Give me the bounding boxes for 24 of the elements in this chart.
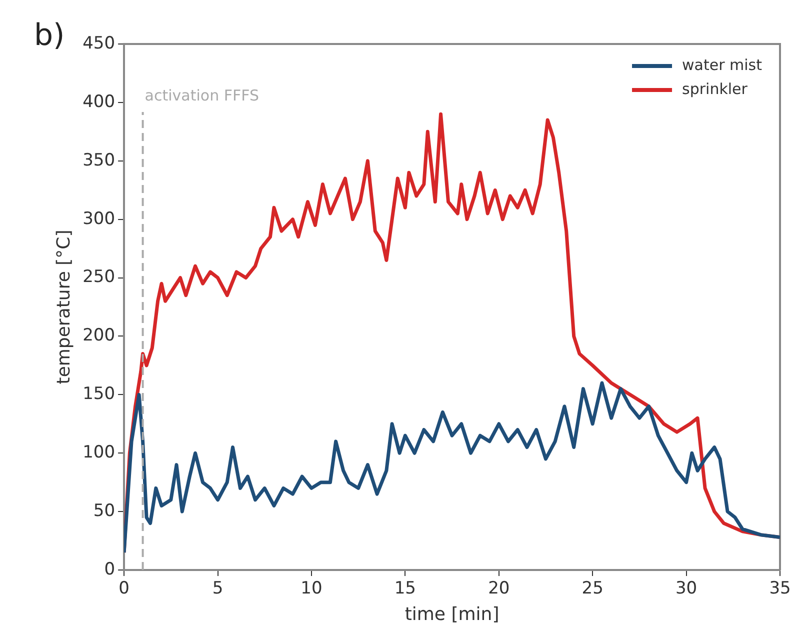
text: b) <box>34 18 65 53</box>
y-tick-label: 150 <box>82 384 116 404</box>
y-tick-label: 300 <box>82 208 116 229</box>
ref-line-label: activation FFFS <box>144 86 259 104</box>
x-axis-title: time [min] <box>404 604 500 625</box>
x-tick-label: 10 <box>300 578 322 599</box>
x-tick-label: 20 <box>488 578 510 599</box>
y-tick-label: 200 <box>82 326 116 346</box>
x-tick-label: 30 <box>675 578 698 599</box>
y-tick-label: 400 <box>82 92 116 112</box>
y-axis-title: temperature [°C] <box>53 230 74 384</box>
legend-label: sprinkler <box>682 80 748 98</box>
x-tick-label: 35 <box>769 578 791 599</box>
x-tick-label: 25 <box>582 578 604 599</box>
y-tick-label: 250 <box>82 267 116 288</box>
x-tick-label: 0 <box>118 578 130 599</box>
y-tick-label: 350 <box>82 150 116 170</box>
x-tick-label: 15 <box>394 578 416 599</box>
legend-label: water mist <box>682 56 762 74</box>
y-tick-label: 0 <box>104 559 116 580</box>
x-tick-label: 5 <box>212 578 224 599</box>
y-tick-label: 450 <box>82 33 116 54</box>
y-tick-label: 50 <box>93 500 116 521</box>
y-tick-label: 100 <box>82 442 116 463</box>
